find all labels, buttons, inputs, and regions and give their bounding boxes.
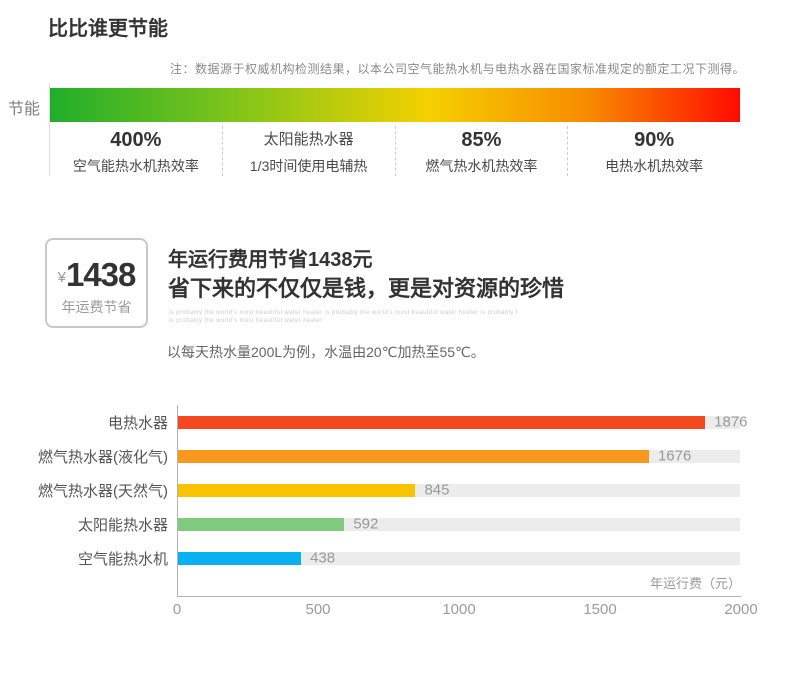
- chart-category-label: 太阳能热水器: [77, 516, 168, 534]
- stat-air-source: 400% 空气能热水机热效率: [50, 126, 222, 176]
- chart-bar-track: 845: [178, 481, 740, 499]
- fineprint-line-2: is probably the world's most beautiful w…: [169, 318, 323, 324]
- stat-caption: 1/3时间使用电辅热: [249, 158, 368, 174]
- stat-caption: 电热水机热效率: [605, 158, 704, 174]
- savings-headline: 年运行费用节省1438元: [168, 249, 373, 271]
- fineprint-line-1: is probably the world's most beautiful w…: [169, 310, 518, 316]
- chart-bar: [178, 483, 416, 497]
- chart-bar: [178, 517, 345, 531]
- stat-caption: 燃气热水机热效率: [425, 158, 538, 174]
- stat-value: 400%: [110, 129, 162, 151]
- chart-x-axis-ticks: 0 500 1000 1500 2000: [0, 601, 790, 619]
- chart-value-label: 438: [310, 549, 336, 567]
- x-axis-tick-label: 1500: [583, 601, 617, 618]
- chart-value-label: 592: [353, 515, 379, 533]
- x-axis-tick-label: 500: [305, 601, 331, 618]
- stat-value: 太阳能热水器: [263, 131, 354, 148]
- chart-bar-track: 592: [178, 515, 740, 533]
- chart-x-axis-line: [177, 596, 741, 597]
- chart-x-axis-title: 年运行费（元）: [649, 576, 741, 591]
- stat-electric: 90% 电热水机热效率: [567, 126, 740, 176]
- stat-value: 85%: [461, 129, 502, 151]
- chart-y-axis-line: [177, 405, 178, 597]
- savings-amount: 1438: [65, 256, 136, 293]
- chart-bar: [178, 449, 649, 463]
- stat-gas: 85% 燃气热水机热效率: [394, 126, 568, 176]
- chart-bar: [178, 415, 706, 429]
- chart-bar-track: 438: [178, 549, 740, 567]
- stat-value: 90%: [634, 129, 675, 151]
- currency-symbol: ¥: [57, 269, 66, 286]
- chart-category-label: 空气能热水机: [77, 550, 168, 568]
- chart-row: 太阳能热水器 592: [0, 507, 790, 541]
- chart-rows: 电热水器 1876 燃气热水器(液化气) 1676 燃气热水器(天然气) 845 太阳能热水…: [0, 405, 790, 575]
- example-condition-text: 以每天热水量200L为例，水温由20℃加热至55℃。: [167, 344, 485, 360]
- test-condition-note: 注：数据源于权威机构检测结果，以本公司空气能热水机与电热水器在国家标准规定的额定…: [169, 62, 745, 76]
- x-axis-tick-label: 0: [172, 601, 182, 618]
- chart-value-label: 1876: [714, 413, 748, 431]
- badge-caption: 年运费节省: [61, 299, 132, 315]
- energy-saving-gradient-bar: [50, 88, 740, 122]
- chart-category-label: 燃气热水器(天然气): [38, 482, 168, 500]
- chart-category-label: 燃气热水器(液化气): [38, 448, 168, 466]
- chart-value-label: 1676: [657, 447, 692, 465]
- x-axis-tick-label: 2000: [724, 601, 758, 618]
- chart-row: 电热水器 1876: [0, 405, 790, 439]
- section-divider-line: [49, 83, 50, 176]
- energy-saving-axis-label: 节能: [8, 101, 41, 118]
- stat-caption: 空气能热水机热效率: [72, 158, 199, 174]
- chart-row: 燃气热水器(天然气) 845: [0, 473, 790, 507]
- badge-amount-row: ¥1438: [47, 256, 146, 294]
- x-axis-tick-label: 1000: [442, 601, 476, 618]
- chart-bar-track: 1876: [178, 414, 748, 431]
- chart-row: 空气能热水机 438: [0, 541, 790, 575]
- chart-value-label: 845: [424, 481, 450, 499]
- chart-bar-track: 1676: [178, 447, 740, 465]
- annual-savings-badge: ¥1438 年运费节省: [45, 238, 148, 328]
- chart-bar: [178, 551, 302, 565]
- chart-category-label: 电热水器: [107, 414, 168, 432]
- efficiency-stats-row: 400% 空气能热水机热效率 太阳能热水器 1/3时间使用电辅热 85% 燃气热…: [50, 126, 740, 176]
- page-title: 比比谁更节能: [48, 18, 168, 40]
- savings-subheadline: 省下来的不仅仅是钱，更是对资源的珍惜: [168, 276, 565, 301]
- stat-solar: 太阳能热水器 1/3时间使用电辅热: [221, 126, 395, 176]
- chart-row: 燃气热水器(液化气) 1676: [0, 439, 790, 473]
